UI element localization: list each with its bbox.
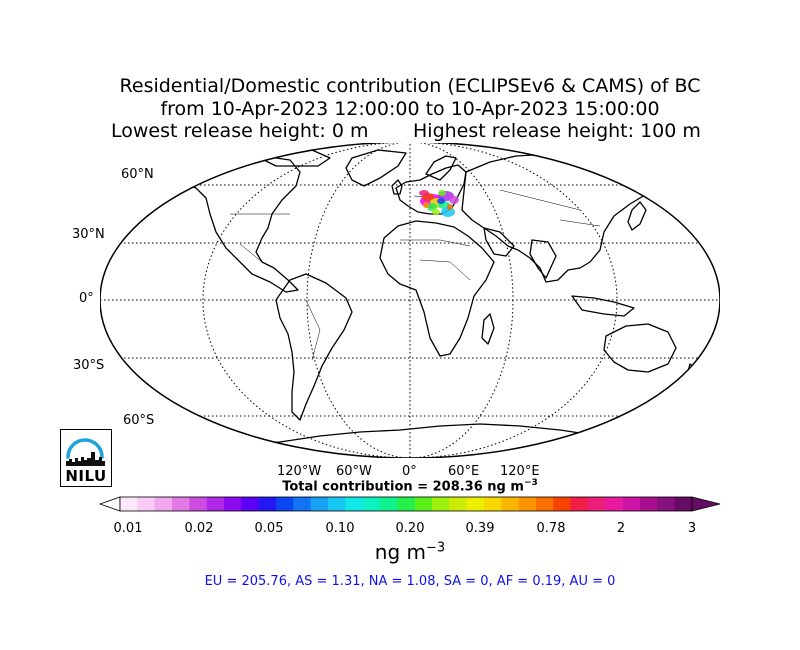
plume-blob bbox=[447, 204, 453, 210]
lowest-release-height: Lowest release height: 0 m bbox=[111, 120, 369, 142]
madagascar bbox=[481, 313, 495, 345]
lon-label-120w: 120°W bbox=[277, 464, 322, 479]
colorbar-segment bbox=[380, 497, 398, 511]
plume-blob bbox=[449, 196, 459, 204]
colorbar-segment bbox=[362, 497, 381, 511]
colorbar-segment bbox=[345, 497, 364, 511]
colorbar-segment bbox=[328, 497, 346, 511]
greenland bbox=[345, 149, 407, 187]
africa bbox=[379, 220, 495, 357]
scandinavia bbox=[425, 155, 457, 181]
colorbar-segment bbox=[449, 497, 468, 511]
south-america bbox=[275, 273, 353, 421]
colorbar-segment bbox=[570, 497, 589, 511]
lon-label-0: 0° bbox=[402, 464, 417, 479]
lat-label-30n: 30°N bbox=[72, 227, 105, 242]
colorbar-tick: 0.05 bbox=[254, 521, 284, 536]
colorbar-tick: 0.78 bbox=[536, 521, 566, 536]
colorbar-segment bbox=[397, 497, 416, 511]
plume-blob bbox=[438, 190, 446, 196]
colorbar-tick: 0.02 bbox=[184, 521, 214, 536]
colorbar-segment bbox=[588, 497, 606, 511]
lon-label-60w: 60°W bbox=[336, 464, 372, 479]
colorbar-segment bbox=[553, 497, 572, 511]
colorbar-segment bbox=[466, 497, 485, 511]
colorbar-segment bbox=[206, 497, 225, 511]
colorbar-segment bbox=[536, 497, 554, 511]
colorbar-tick: 3 bbox=[687, 521, 697, 536]
highest-release-height: Highest release height: 100 m bbox=[413, 120, 701, 142]
total-contribution: Total contribution = 208.36 ng m−3 bbox=[282, 478, 538, 495]
plume-blob bbox=[432, 209, 440, 215]
colorbar-segment bbox=[224, 497, 242, 511]
nilu-logo: NILU bbox=[60, 429, 112, 487]
uk bbox=[391, 179, 403, 195]
lat-label-30s: 30°S bbox=[73, 358, 105, 373]
colorbar-tick: 0.01 bbox=[113, 521, 143, 536]
plume-blob bbox=[437, 198, 445, 204]
arabia bbox=[483, 227, 515, 257]
lat-label-60n: 60°N bbox=[121, 167, 154, 182]
colorbar-segment bbox=[258, 497, 277, 511]
australia bbox=[603, 323, 677, 373]
country-borders bbox=[230, 189, 601, 361]
colorbar-segment bbox=[640, 497, 658, 511]
colorbar-segment bbox=[657, 497, 676, 511]
colorbar-segment bbox=[605, 497, 624, 511]
plume-blob bbox=[427, 203, 437, 211]
nilu-logo-icon bbox=[66, 438, 105, 466]
lat-label-eq: 0° bbox=[79, 291, 94, 306]
colorbar-under-arrow bbox=[98, 496, 121, 512]
lon-label-120e: 120°E bbox=[500, 464, 540, 479]
colorbar-segment bbox=[501, 497, 520, 511]
japan bbox=[627, 201, 647, 231]
concentration-plume bbox=[419, 190, 459, 217]
indonesia bbox=[571, 295, 635, 317]
colorbar-frame bbox=[119, 496, 693, 512]
logo-text: NILU bbox=[65, 467, 107, 485]
colorbar-segment bbox=[154, 497, 173, 511]
colorbar-segment bbox=[432, 497, 450, 511]
title-line-1: Residential/Domestic contribution (ECLIP… bbox=[119, 75, 701, 97]
colorbar-unit: ng m−3 bbox=[374, 540, 446, 564]
europe bbox=[395, 164, 467, 215]
colorbar-segment bbox=[137, 497, 156, 511]
colorbar-tick: 0.39 bbox=[465, 521, 495, 536]
colorbar-tick: 2 bbox=[616, 521, 626, 536]
colorbar-segment bbox=[293, 497, 312, 511]
colorbar-segment bbox=[189, 497, 208, 511]
colorbar-tick: 0.20 bbox=[395, 521, 425, 536]
colorbar-over-arrow bbox=[691, 496, 721, 512]
colorbar-segment bbox=[310, 497, 329, 511]
colorbar-segment bbox=[484, 497, 502, 511]
lon-label-60e: 60°E bbox=[448, 464, 480, 479]
colorbar-segment bbox=[120, 497, 138, 511]
title-line-2: from 10-Apr-2023 12:00:00 to 10-Apr-2023… bbox=[160, 98, 660, 120]
plume-blob bbox=[419, 190, 429, 196]
colorbar-segment bbox=[414, 497, 433, 511]
india bbox=[529, 239, 557, 279]
regional-contributions: EU = 205.76, AS = 1.31, NA = 1.08, SA = … bbox=[204, 574, 616, 589]
colorbar bbox=[98, 496, 721, 512]
colorbar-segment bbox=[241, 497, 260, 511]
colorbar-segment bbox=[674, 497, 693, 511]
colorbar-segment bbox=[172, 497, 190, 511]
colorbar-segment bbox=[276, 497, 294, 511]
north-america bbox=[177, 155, 301, 293]
graticule bbox=[100, 143, 720, 458]
plume-blob bbox=[423, 202, 429, 208]
colorbar-segment bbox=[622, 497, 641, 511]
colorbar-segment bbox=[518, 497, 537, 511]
colorbar-tick: 0.10 bbox=[325, 521, 355, 536]
lat-label-60s: 60°S bbox=[123, 413, 155, 428]
